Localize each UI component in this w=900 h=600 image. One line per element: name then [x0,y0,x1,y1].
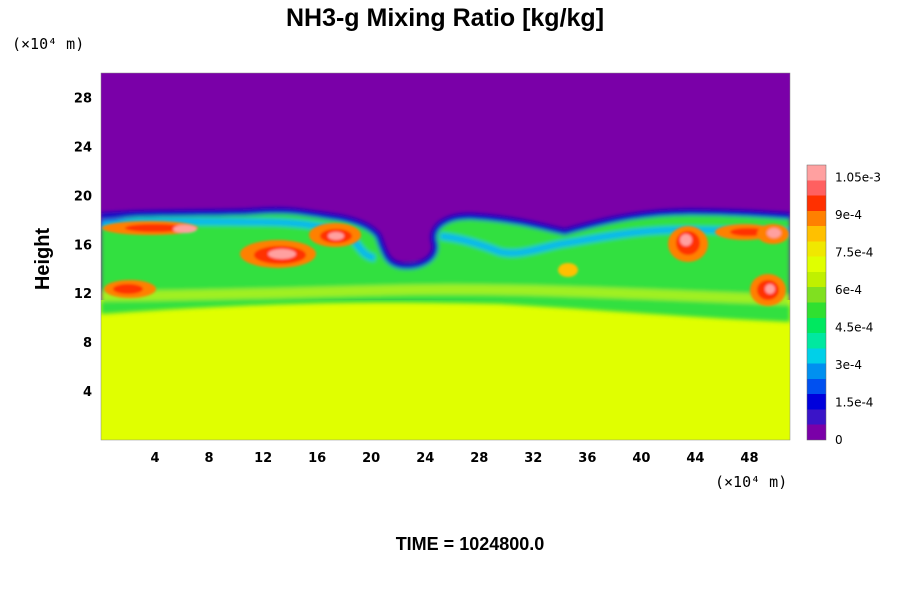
x-tick-label: 36 [578,451,596,466]
colorbar-tick-label: 9e-4 [835,208,862,222]
y-tick-label: 8 [83,336,92,351]
x-tick-label: 4 [151,451,160,466]
y-unit-label: (×10⁴ m) [12,35,84,53]
x-tick-label: 48 [740,451,758,466]
patch-pink-49 [765,284,775,294]
x-tick-label: 32 [524,451,542,466]
colorbar-tick-label: 4.5e-4 [835,321,873,335]
patch-pink-18 [328,232,344,240]
patch-pink-14 [268,249,296,259]
x-tick-label: 8 [205,451,214,466]
colorbar-bar [806,164,827,441]
patch-red-left [125,224,185,232]
plot-frame [100,72,791,441]
light-green-band [101,284,790,305]
lower-layer-region [101,300,790,440]
colorbar: 0 1.5e-4 3e-4 4.5e-4 6e-4 7.5e-4 9e-4 1.05e-3 [806,164,881,448]
heatmap-field [101,73,790,440]
y-tick-label: 16 [74,238,92,253]
patch-pink-44 [680,234,692,246]
x-tick-label: 44 [686,451,704,466]
colorbar-ticks: 0 1.5e-4 3e-4 4.5e-4 6e-4 7.5e-4 9e-4 1.05e-3 [835,171,881,448]
x-tick-label: 20 [362,451,380,466]
x-axis-ticks: 4 8 12 16 20 24 28 32 36 40 44 48 [151,451,759,466]
mixing-layer-region [101,207,790,322]
chart-title: NH3-g Mixing Ratio [kg/kg] [286,4,604,32]
x-tick-label: 24 [416,451,434,466]
patch-pink-right [767,228,781,238]
colorbar-tick-label: 0 [835,433,843,447]
y-tick-label: 24 [74,140,92,155]
x-tick-label: 40 [632,451,650,466]
y-axis-label: Height [32,228,54,291]
high-value-patches [102,221,789,306]
patch-red-12 [113,284,143,294]
colorbar-tick-label: 1.05e-3 [835,171,881,185]
y-tick-label: 4 [83,385,92,400]
colorbar-tick-label: 1.5e-4 [835,396,873,410]
y-tick-label: 12 [74,287,92,302]
x-tick-label: 12 [254,451,272,466]
x-tick-label: 16 [308,451,326,466]
patch-orange-35 [558,263,578,277]
dark-blue-band [101,207,790,270]
x-tick-label: 28 [470,451,488,466]
colorbar-tick-label: 3e-4 [835,358,862,372]
colorbar-tick-label: 6e-4 [835,283,862,297]
time-label: TIME = 1024800.0 [396,534,545,554]
colorbar-tick-label: 7.5e-4 [835,246,873,260]
x-unit-label: (×10⁴ m) [715,473,787,491]
y-tick-label: 28 [74,91,92,106]
patch-pink-left [173,225,197,233]
y-axis-ticks: 4 8 12 16 20 24 28 [74,91,92,400]
y-tick-label: 20 [74,189,92,204]
